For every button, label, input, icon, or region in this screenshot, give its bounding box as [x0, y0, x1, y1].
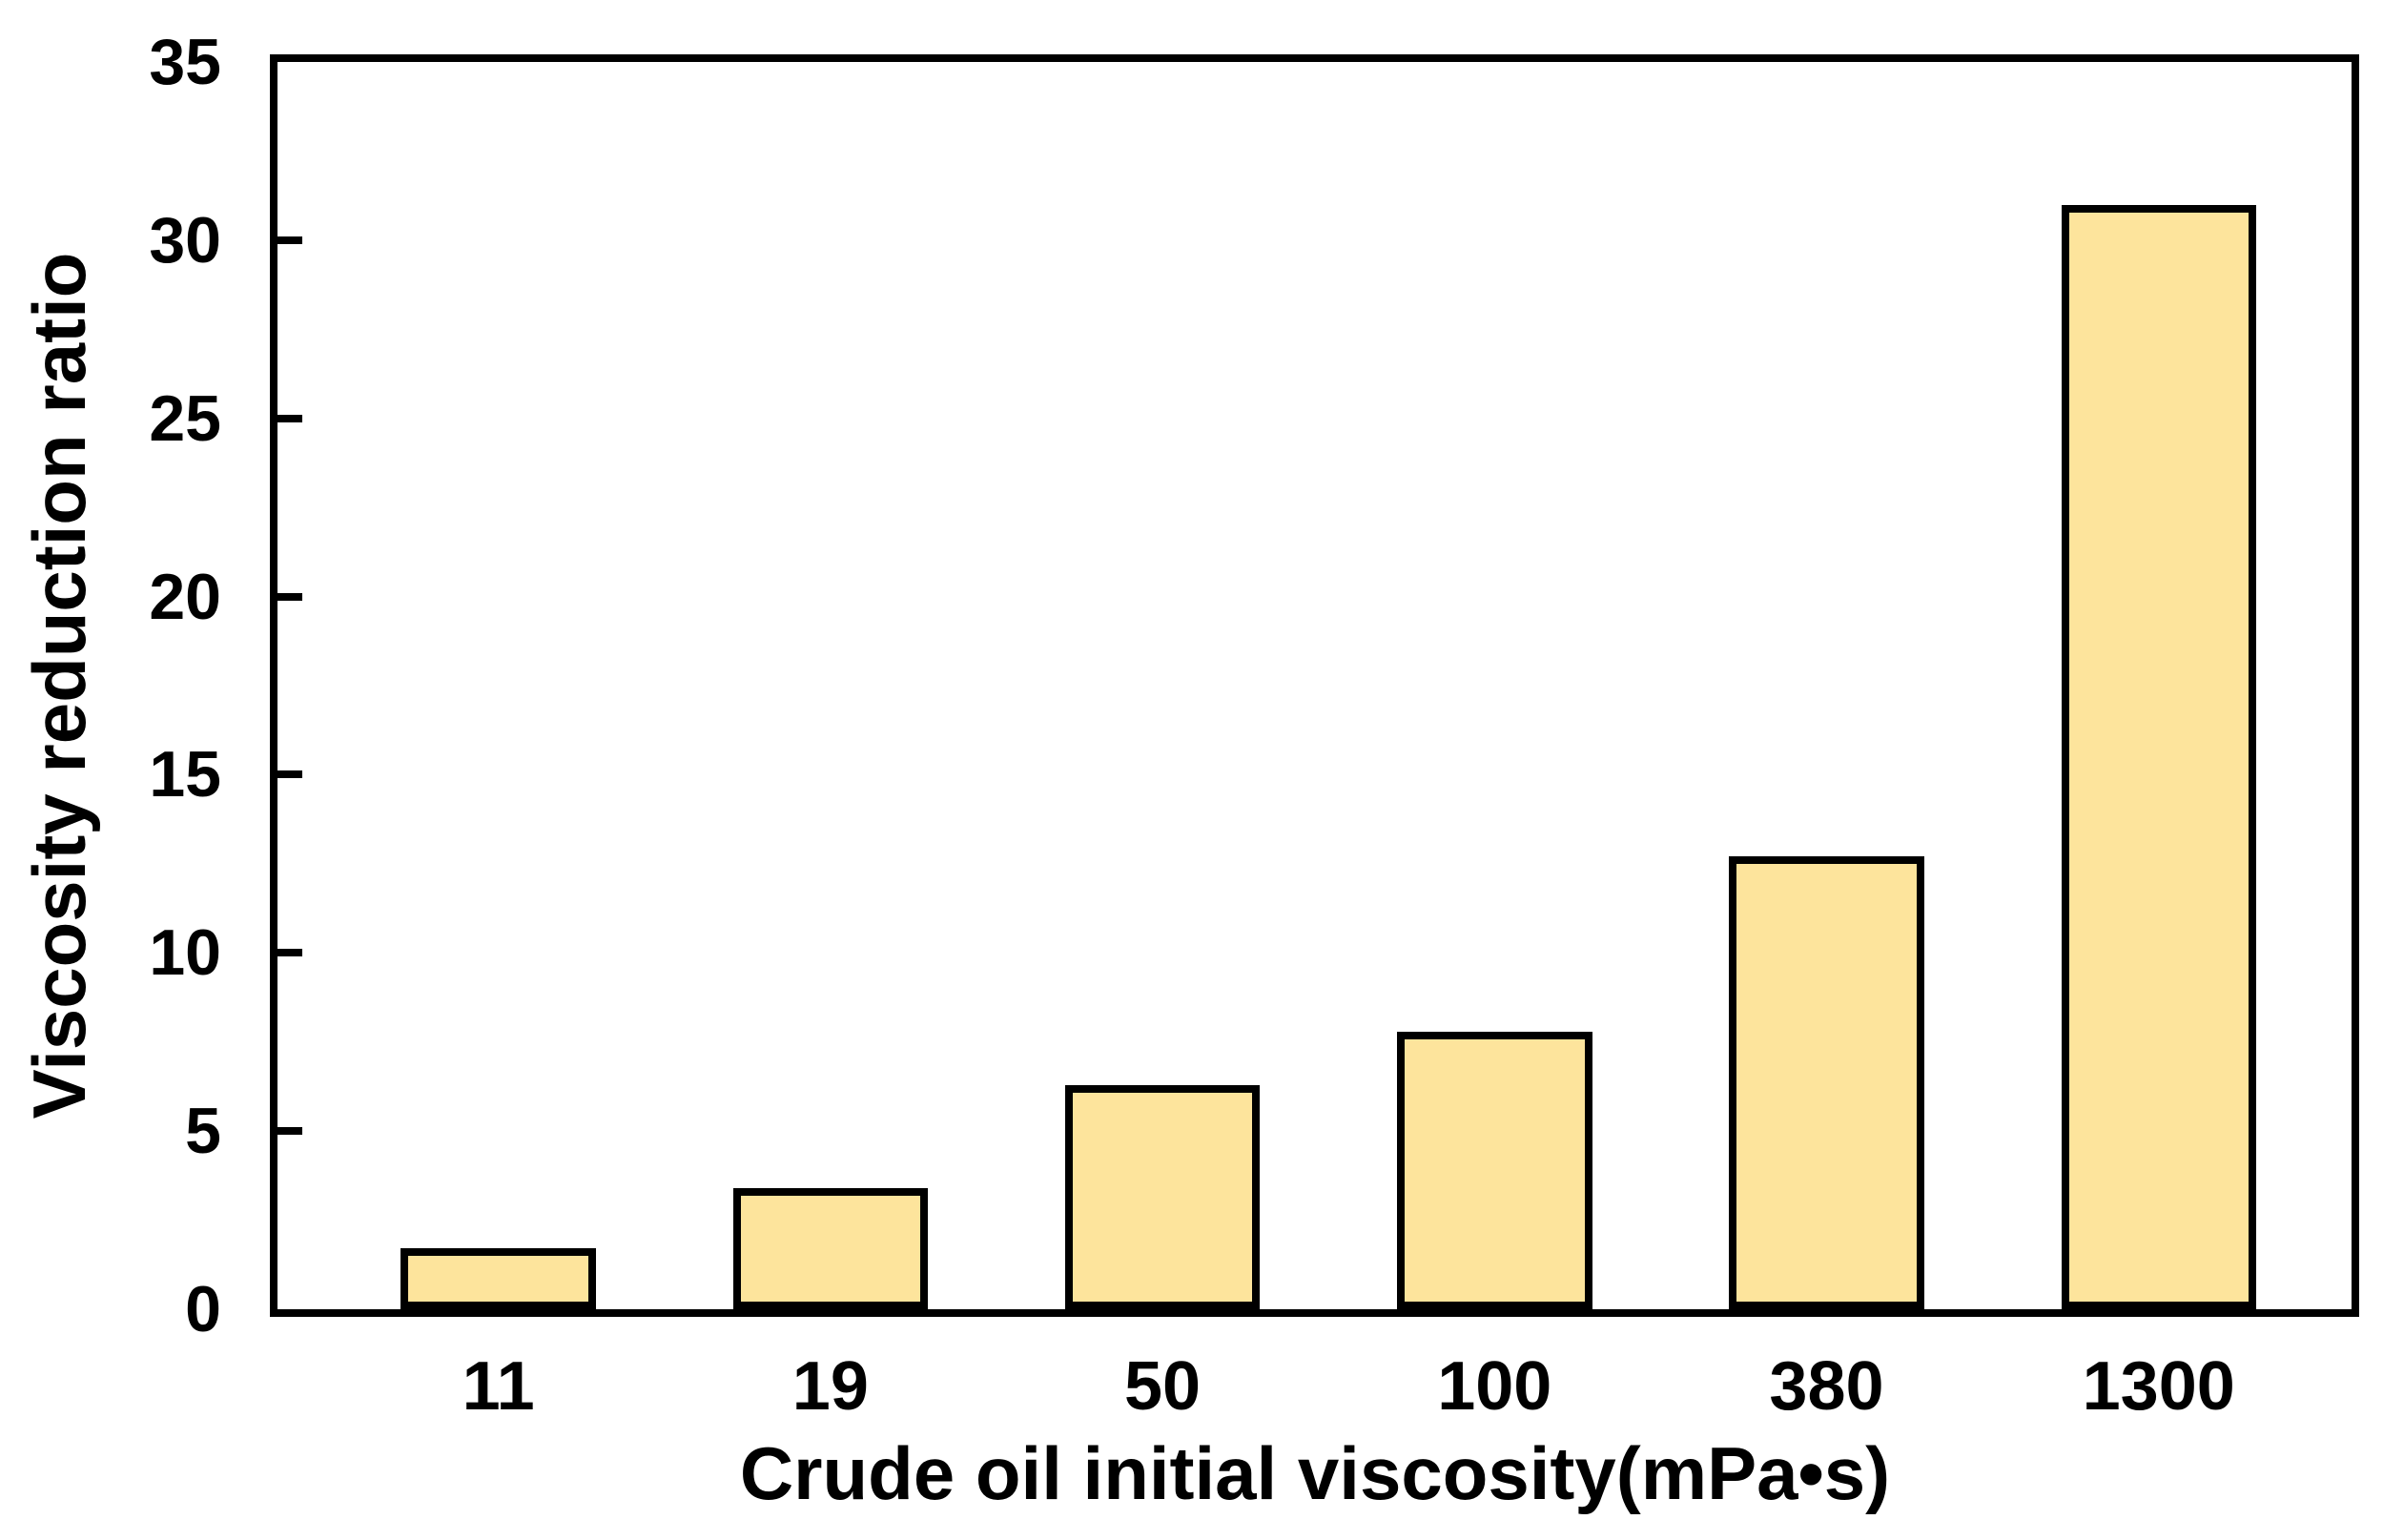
x-tick-label: 380 — [1769, 1348, 1884, 1425]
bar-50 — [1064, 1084, 1261, 1309]
y-tick-label: 15 — [149, 738, 221, 811]
bar-380 — [1729, 856, 1924, 1309]
y-tick-label: 30 — [149, 203, 221, 277]
bar-1300 — [2061, 204, 2256, 1309]
y-tick-label: 25 — [149, 381, 221, 455]
y-tick-mark — [277, 592, 302, 601]
bar-19 — [732, 1187, 929, 1309]
bar-11 — [401, 1248, 596, 1309]
x-tick-label: 50 — [1124, 1348, 1202, 1425]
y-tick-mark — [277, 414, 302, 422]
x-axis-title: Crude oil initial viscosity(mPa•s) — [739, 1431, 1891, 1515]
y-tick-label: 20 — [149, 560, 221, 633]
y-tick-label: 35 — [149, 26, 221, 98]
y-axis-title: Viscosity reduction ratio — [17, 252, 101, 1119]
x-tick-label: 100 — [1437, 1348, 1552, 1425]
x-tick-label: 19 — [791, 1348, 869, 1425]
y-tick-label: 0 — [185, 1273, 221, 1345]
x-tick-label: 11 — [462, 1348, 535, 1425]
y-tick-label: 5 — [185, 1095, 221, 1168]
x-tick-label: 1300 — [2082, 1348, 2235, 1425]
bar-100 — [1397, 1031, 1592, 1309]
y-tick-mark — [277, 236, 302, 244]
y-tick-mark — [277, 949, 302, 957]
plot-area — [270, 54, 2359, 1317]
y-tick-mark — [277, 770, 302, 779]
y-tick-mark — [277, 1127, 302, 1136]
y-tick-label: 10 — [149, 916, 221, 990]
